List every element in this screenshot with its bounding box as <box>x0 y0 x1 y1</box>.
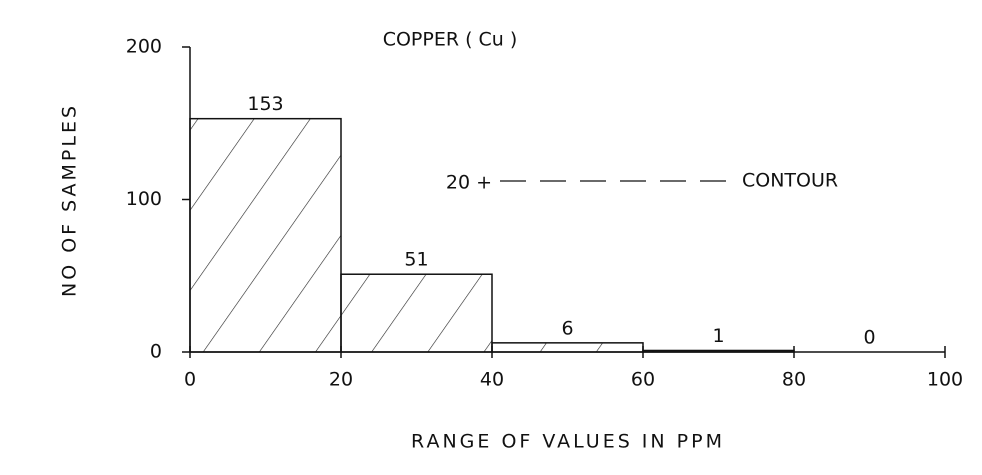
y-tick-label: 0 <box>150 341 162 363</box>
x-tick-label: 60 <box>631 369 655 391</box>
x-tick-label: 0 <box>184 369 196 391</box>
data-label: 0 <box>863 327 875 349</box>
y-tick-label: 100 <box>126 188 162 210</box>
data-label: 6 <box>561 317 573 339</box>
x-tick-label: 40 <box>480 369 504 391</box>
x-tick-label: 100 <box>927 369 963 391</box>
chart-title: COPPER ( Cu ) <box>383 29 518 51</box>
histogram-bar <box>491 342 644 353</box>
x-axis-label: RANGE OF VALUES IN PPM <box>411 431 725 453</box>
annotation: CONTOUR <box>742 170 838 192</box>
histogram-bar <box>189 117 342 353</box>
data-label: 1 <box>712 325 724 347</box>
histogram-bar <box>340 273 493 353</box>
annotation: 20 + <box>446 172 492 194</box>
x-tick-label: 20 <box>329 369 353 391</box>
data-label: 153 <box>247 93 283 115</box>
y-axis-label: NO OF SAMPLES <box>59 103 81 297</box>
x-tick-label: 80 <box>782 369 806 391</box>
y-tick-label: 200 <box>126 36 162 58</box>
data-label: 51 <box>404 249 428 271</box>
